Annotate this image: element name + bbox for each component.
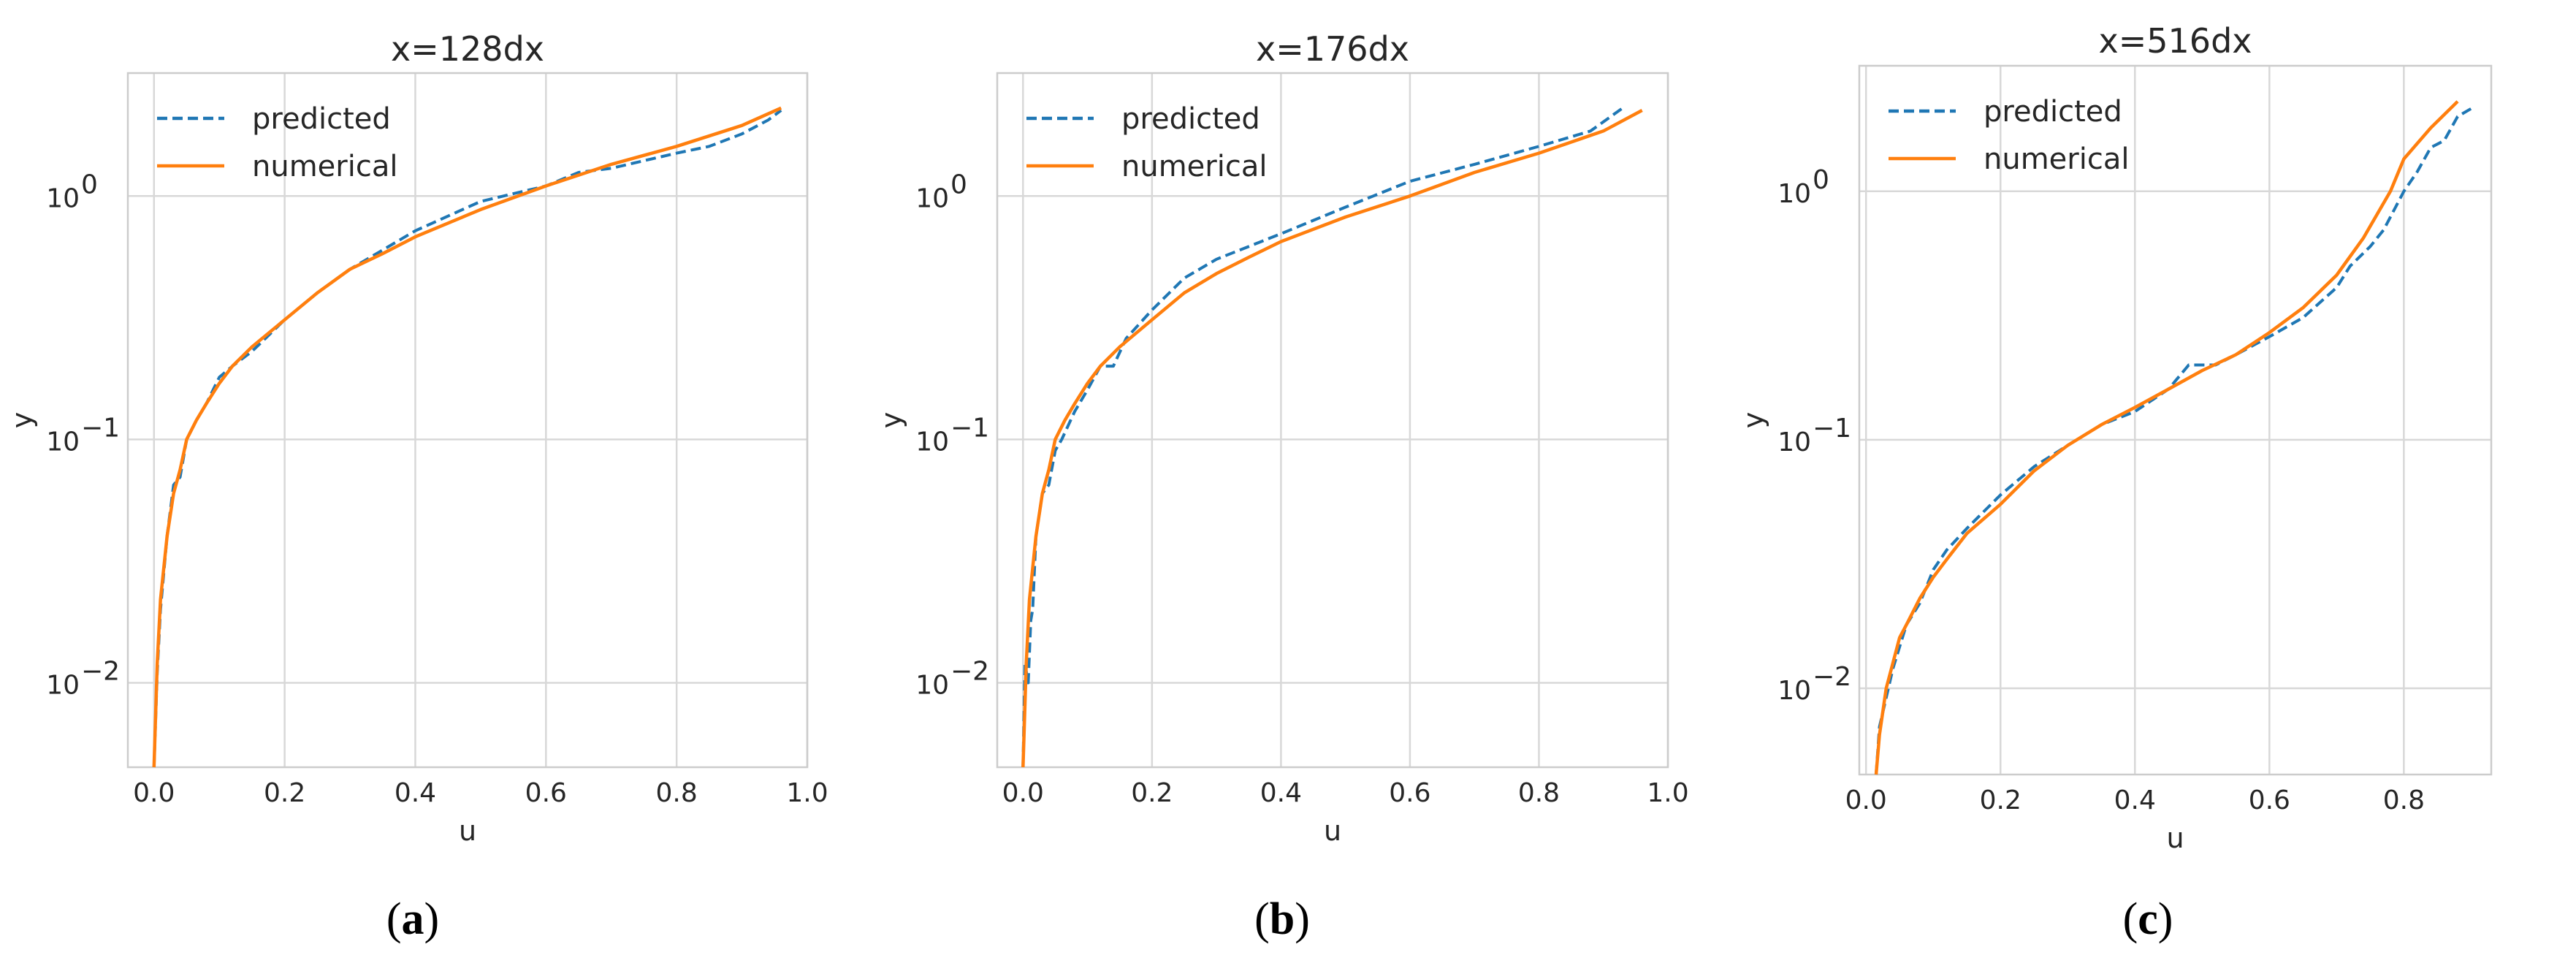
series-line-predicted xyxy=(1021,107,1624,768)
y-tick-label: 10 0 xyxy=(1777,165,1829,209)
y-tick-exponent: 0 xyxy=(1813,165,1829,195)
y-tick-exponent: −2 xyxy=(1813,662,1851,692)
plot-frame xyxy=(126,72,809,769)
legend-label-numerical: numerical xyxy=(1121,150,1267,183)
y-tick-label: 10 −2 xyxy=(915,656,989,700)
plot-frame xyxy=(996,72,1669,769)
y-tick-base: 10 xyxy=(46,183,80,213)
y-tick-exponent: −1 xyxy=(950,413,989,443)
y-tick-base: 10 xyxy=(1777,676,1811,706)
y-tick-exponent: −1 xyxy=(81,413,120,443)
y-tick-base: 10 xyxy=(1777,427,1811,457)
x-tick-label: 0.6 xyxy=(1389,778,1430,808)
y-tick-label: 10 −1 xyxy=(915,413,989,457)
x-tick-label: 0.4 xyxy=(2114,785,2156,815)
y-tick-base: 10 xyxy=(915,670,949,700)
caption-close-paren: ) xyxy=(2158,894,2173,944)
panel-caption: (a) xyxy=(386,894,439,944)
caption-open-paren: ( xyxy=(1254,894,1270,944)
y-tick-label: 10 −1 xyxy=(1777,414,1851,457)
x-tick-label: 0.2 xyxy=(1131,778,1173,808)
x-tick-label: 0.6 xyxy=(2249,785,2290,815)
plot-frame xyxy=(1858,64,2493,776)
y-tick-label: 10 −2 xyxy=(46,656,120,700)
x-tick-label: 0.4 xyxy=(395,778,436,808)
series-line-numerical xyxy=(1021,109,1643,768)
x-tick-label: 0.0 xyxy=(133,778,175,808)
x-tick-label: 0.0 xyxy=(1845,785,1887,815)
x-tick-label: 0.4 xyxy=(1260,778,1302,808)
y-axis-label: y xyxy=(875,412,907,429)
y-tick-exponent: 0 xyxy=(950,170,967,199)
y-tick-label: 10 0 xyxy=(46,170,98,213)
legend-label-predicted: predicted xyxy=(1121,102,1260,136)
x-tick-label: 0.8 xyxy=(2383,785,2425,815)
y-tick-base: 10 xyxy=(915,183,949,213)
y-tick-label: 10 −1 xyxy=(46,413,120,457)
x-tick-label: 0.0 xyxy=(1002,778,1044,808)
x-tick-label: 0.2 xyxy=(264,778,305,808)
y-tick-exponent: −1 xyxy=(1813,414,1851,444)
caption-close-paren: ) xyxy=(1295,894,1310,944)
caption-open-paren: ( xyxy=(386,894,402,944)
series-line-numerical xyxy=(152,106,782,768)
x-tick-label: 0.8 xyxy=(1518,778,1560,808)
y-tick-label: 10 −2 xyxy=(1777,662,1851,706)
x-axis-label: u xyxy=(1324,815,1341,847)
y-axis-label: y xyxy=(1737,412,1769,429)
x-axis-label: u xyxy=(2166,822,2184,854)
y-tick-base: 10 xyxy=(46,427,80,457)
y-tick-exponent: 0 xyxy=(81,170,98,199)
chart-panel-c: 0.0 0.2 0.4 0.6 0.810−210−110 0x=516dxuypredi… xyxy=(1737,21,2493,944)
y-axis-label: y xyxy=(6,412,38,429)
legend-label-numerical: numerical xyxy=(252,150,397,183)
y-tick-base: 10 xyxy=(46,670,80,700)
panel-caption: (c) xyxy=(2123,894,2173,944)
x-axis-label: u xyxy=(459,815,476,847)
caption-open-paren: ( xyxy=(2123,894,2138,944)
panel-caption: (b) xyxy=(1254,894,1310,944)
caption-letter: b xyxy=(1270,894,1295,944)
series-line-predicted xyxy=(1875,107,2472,775)
legend-label-numerical: numerical xyxy=(1984,142,2129,176)
x-tick-label: 1.0 xyxy=(1647,778,1688,808)
chart-title: x=516dx xyxy=(2099,21,2252,61)
legend-label-predicted: predicted xyxy=(252,102,391,136)
y-tick-exponent: −2 xyxy=(950,656,989,686)
x-tick-label: 0.6 xyxy=(525,778,567,808)
y-tick-exponent: −2 xyxy=(81,656,120,686)
y-tick-label: 10 0 xyxy=(915,170,967,213)
chart-panel-a: 0.0 0.2 0.4 0.6 0.8 1.010−210−110 0x=128dxuypr… xyxy=(6,29,828,944)
series-line-numerical xyxy=(1874,100,2459,775)
chart-title: x=128dx xyxy=(391,29,544,69)
caption-letter: c xyxy=(2138,894,2158,944)
x-tick-label: 1.0 xyxy=(786,778,828,808)
x-tick-label: 0.8 xyxy=(656,778,698,808)
caption-close-paren: ) xyxy=(424,894,440,944)
y-tick-base: 10 xyxy=(1777,179,1811,209)
y-tick-base: 10 xyxy=(915,427,949,457)
x-tick-label: 0.2 xyxy=(1980,785,2021,815)
chart-title: x=176dx xyxy=(1256,29,1409,69)
caption-letter: a xyxy=(402,894,424,944)
legend-label-predicted: predicted xyxy=(1984,95,2122,129)
chart-panel-b: 0.0 0.2 0.4 0.6 0.8 1.010−210−110 0x=176dxuypr… xyxy=(875,29,1689,944)
